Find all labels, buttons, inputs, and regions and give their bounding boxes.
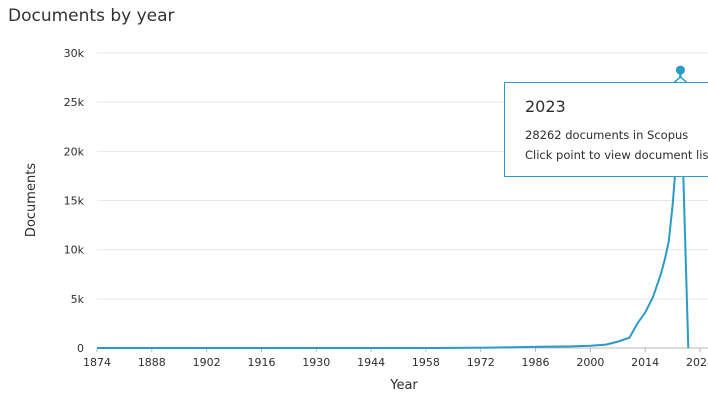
tooltip-document-count: 28262 documents in Scopus (525, 128, 689, 142)
tooltip-hint[interactable]: Click point to view document list (525, 148, 708, 162)
y-tick-label: 0 (77, 342, 84, 355)
x-tick-label: 1958 (412, 356, 440, 369)
series-line (97, 69, 690, 349)
x-axis-ticks: 1874 1888 1902 1916 1930 1944 1958 1972 1986 2000… (83, 348, 708, 369)
x-tick-label: 1944 (357, 356, 385, 369)
x-tick-label: 1916 (247, 356, 275, 369)
y-tick-label: 30k (64, 47, 85, 60)
x-tick-label: 2000 (576, 356, 604, 369)
x-tick-label: 1888 (138, 356, 166, 369)
series-layer (97, 65, 690, 349)
tooltip-pointer (673, 76, 687, 83)
data-point-tooltip: 2023 28262 documents in Scopus Click poi… (504, 82, 708, 177)
x-tick-label: 2028 (686, 356, 708, 369)
y-tick-label: 15k (64, 195, 85, 208)
highlighted-data-point[interactable] (675, 65, 685, 75)
y-axis-label: Documents (24, 163, 39, 237)
x-tick-label: 2014 (631, 356, 659, 369)
x-tick-label: 1930 (302, 356, 330, 369)
x-tick-label: 1902 (193, 356, 221, 369)
y-tick-label: 5k (71, 293, 85, 306)
tooltip-year: 2023 (525, 97, 566, 116)
y-axis-ticks: 0 5k 10k 15k 20k 25k 30k (64, 47, 85, 355)
x-tick-label: 1986 (522, 356, 550, 369)
y-tick-label: 25k (64, 96, 85, 109)
chart-title: Documents by year (8, 6, 175, 26)
y-tick-label: 10k (64, 244, 85, 257)
x-tick-label: 1874 (83, 356, 111, 369)
x-tick-label: 1972 (467, 356, 495, 369)
y-tick-label: 20k (64, 145, 85, 158)
x-axis-label: Year (389, 378, 418, 393)
